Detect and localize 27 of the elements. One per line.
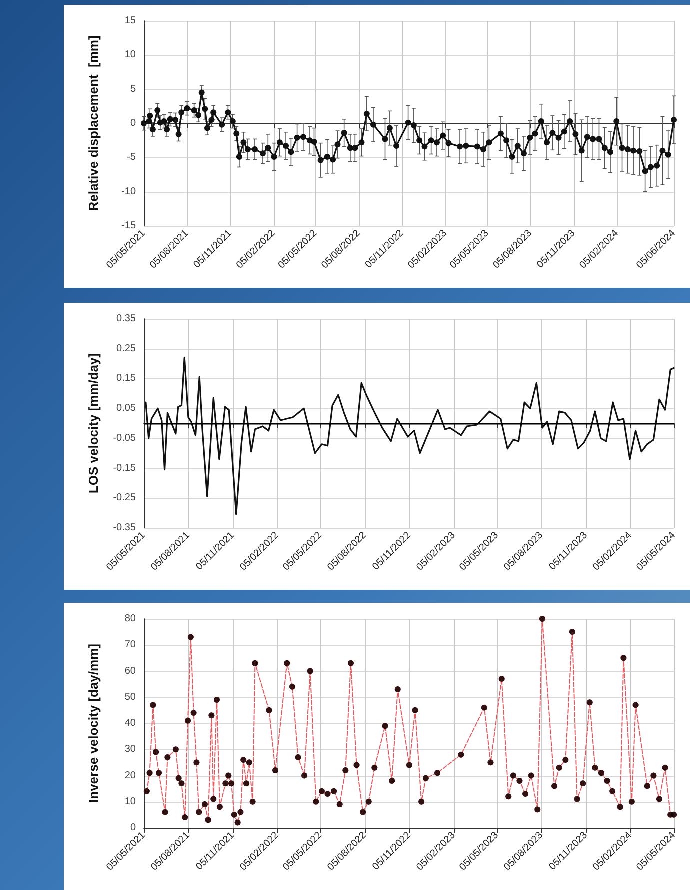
y-tick-label: 0.05 — [116, 403, 136, 414]
y-tick-label: 50 — [124, 692, 136, 703]
y-axis-title: Relative displacement [mm] — [86, 36, 101, 212]
y-tick-label: -0.15 — [113, 462, 136, 474]
y-tick-label: 80 — [124, 614, 136, 624]
y-tick-label: 10 — [124, 50, 136, 61]
y-tick-label: 0.35 — [116, 314, 136, 324]
y-tick-label: 40 — [124, 718, 136, 729]
y-tick-label: 0.15 — [116, 373, 136, 384]
y-tick-label: 15 — [124, 16, 136, 26]
y-tick-label: -5 — [127, 152, 136, 164]
y-axis-title: Inverse velocity [day/mm] — [86, 644, 101, 803]
y-axis-title: LOS velocity [mm/day] — [86, 353, 101, 494]
y-tick-label: 30 — [124, 744, 136, 756]
y-tick-label: 70 — [124, 640, 136, 651]
y-tick-label: -0.05 — [113, 432, 136, 444]
y-tick-label: 0 — [130, 822, 136, 834]
y-tick-label: 20 — [124, 770, 136, 782]
y-tick-label: -10 — [122, 186, 136, 198]
y-tick-label: 10 — [124, 796, 136, 808]
y-tick-label: 0 — [130, 118, 136, 129]
y-tick-label: -0.35 — [113, 522, 136, 534]
y-tick-label: -0.25 — [113, 492, 136, 504]
y-tick-label: 60 — [124, 666, 136, 677]
y-tick-label: 5 — [130, 84, 136, 95]
y-tick-label: -15 — [122, 220, 136, 232]
y-tick-label: 0.25 — [116, 343, 136, 354]
